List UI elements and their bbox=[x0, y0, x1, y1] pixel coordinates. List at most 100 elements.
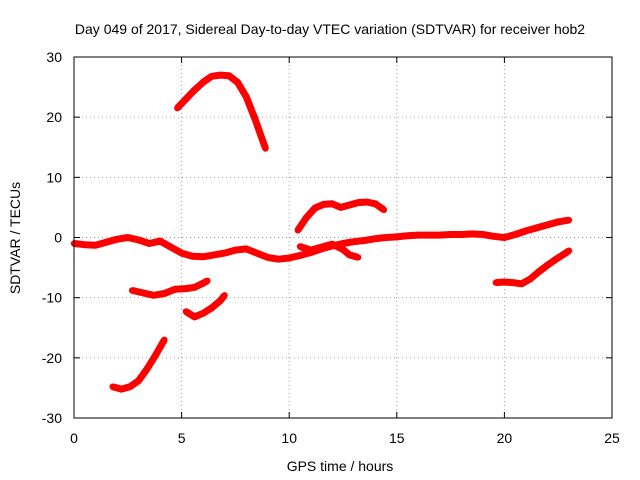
data-point bbox=[296, 252, 304, 259]
data-point bbox=[372, 235, 379, 242]
data-point bbox=[339, 246, 347, 253]
data-point bbox=[152, 351, 159, 358]
axis-ticks: 0 5 10 15 20 25 -30 -20 -10 0 10 20 30 bbox=[42, 49, 620, 446]
data-point bbox=[565, 216, 573, 224]
data-point bbox=[363, 198, 370, 206]
data-point bbox=[167, 243, 174, 251]
data-point bbox=[346, 251, 353, 259]
data-point bbox=[303, 214, 310, 221]
data-point bbox=[182, 95, 190, 103]
data-point bbox=[458, 231, 465, 238]
data-point bbox=[253, 249, 261, 257]
data-point bbox=[372, 200, 379, 207]
x-tick-label: 15 bbox=[389, 430, 405, 446]
series-arc-high bbox=[174, 71, 269, 150]
data-point bbox=[361, 237, 368, 244]
y-tick-label: 0 bbox=[54, 230, 62, 246]
data-point bbox=[217, 297, 224, 304]
data-point bbox=[182, 308, 190, 315]
series-arc-main bbox=[73, 216, 570, 263]
y-tick-label: -10 bbox=[42, 290, 62, 306]
data-point bbox=[221, 292, 228, 299]
y-tick-label: -20 bbox=[42, 350, 62, 366]
data-point bbox=[337, 204, 344, 211]
data-point bbox=[354, 254, 362, 261]
x-axis-label: GPS time / hours bbox=[287, 458, 394, 474]
data-point bbox=[232, 246, 239, 254]
data-point bbox=[103, 239, 110, 246]
data-point bbox=[544, 221, 551, 229]
data-point bbox=[565, 247, 573, 254]
data-point bbox=[382, 234, 390, 241]
x-tick-label: 25 bbox=[604, 430, 620, 446]
data-point bbox=[113, 236, 121, 243]
data-point bbox=[126, 383, 134, 390]
data-point bbox=[208, 73, 215, 80]
data-point bbox=[161, 336, 168, 343]
data-point bbox=[234, 79, 241, 86]
data-point bbox=[436, 231, 443, 239]
data-point bbox=[174, 104, 181, 112]
data-point bbox=[199, 253, 207, 260]
y-axis-label: SDTVAR / TECUs bbox=[7, 182, 23, 294]
data-point bbox=[156, 237, 164, 245]
data-point bbox=[294, 227, 301, 234]
data-point bbox=[124, 234, 131, 241]
data-point bbox=[447, 231, 454, 238]
data-point bbox=[150, 292, 157, 299]
data-point bbox=[182, 285, 190, 292]
data-point bbox=[318, 243, 325, 251]
data-point bbox=[393, 233, 400, 241]
data-point bbox=[161, 290, 168, 297]
data-point bbox=[262, 145, 269, 152]
chart-title: Day 049 of 2017, Sidereal Day-to-day VTE… bbox=[75, 21, 585, 37]
data-point bbox=[425, 231, 433, 239]
data-point bbox=[189, 253, 196, 260]
data-point bbox=[210, 251, 218, 259]
y-tick-label: 30 bbox=[46, 49, 62, 65]
data-point bbox=[135, 377, 142, 384]
data-point bbox=[479, 231, 487, 238]
data-point bbox=[404, 232, 411, 239]
data-point bbox=[199, 310, 207, 317]
data-point bbox=[350, 238, 357, 245]
y-tick-label: 20 bbox=[46, 109, 62, 125]
data-point bbox=[225, 72, 233, 79]
data-point bbox=[81, 241, 89, 248]
data-point bbox=[329, 200, 336, 207]
data-point bbox=[199, 79, 207, 86]
data-point bbox=[535, 268, 542, 275]
data-point bbox=[146, 240, 153, 247]
data-point bbox=[527, 275, 534, 283]
data-point bbox=[555, 218, 562, 226]
x-tick-label: 5 bbox=[178, 430, 186, 446]
data-point bbox=[204, 277, 211, 284]
data-point bbox=[380, 206, 388, 213]
data-point bbox=[217, 71, 224, 79]
data-point bbox=[311, 204, 319, 212]
series-arc-late bbox=[495, 247, 572, 288]
data-point bbox=[533, 224, 540, 232]
data-point bbox=[501, 234, 508, 241]
data-point bbox=[492, 279, 499, 286]
data-point bbox=[296, 243, 304, 250]
data-point bbox=[275, 256, 282, 263]
data-point bbox=[144, 365, 151, 372]
data-point bbox=[518, 280, 525, 287]
data-point bbox=[512, 231, 519, 238]
x-tick-label: 20 bbox=[497, 430, 513, 446]
data-point bbox=[92, 242, 99, 249]
data-point bbox=[178, 249, 185, 257]
data-point bbox=[191, 313, 198, 321]
data-point bbox=[490, 233, 497, 240]
data-point bbox=[128, 287, 136, 294]
grid-lines bbox=[74, 57, 612, 418]
data-point bbox=[307, 246, 314, 254]
data-point bbox=[522, 227, 530, 235]
data-point bbox=[286, 254, 293, 262]
data-point bbox=[139, 289, 147, 297]
x-tick-label: 10 bbox=[281, 430, 297, 446]
data-point bbox=[243, 93, 250, 100]
data-point bbox=[468, 230, 476, 238]
data-point bbox=[109, 383, 116, 390]
